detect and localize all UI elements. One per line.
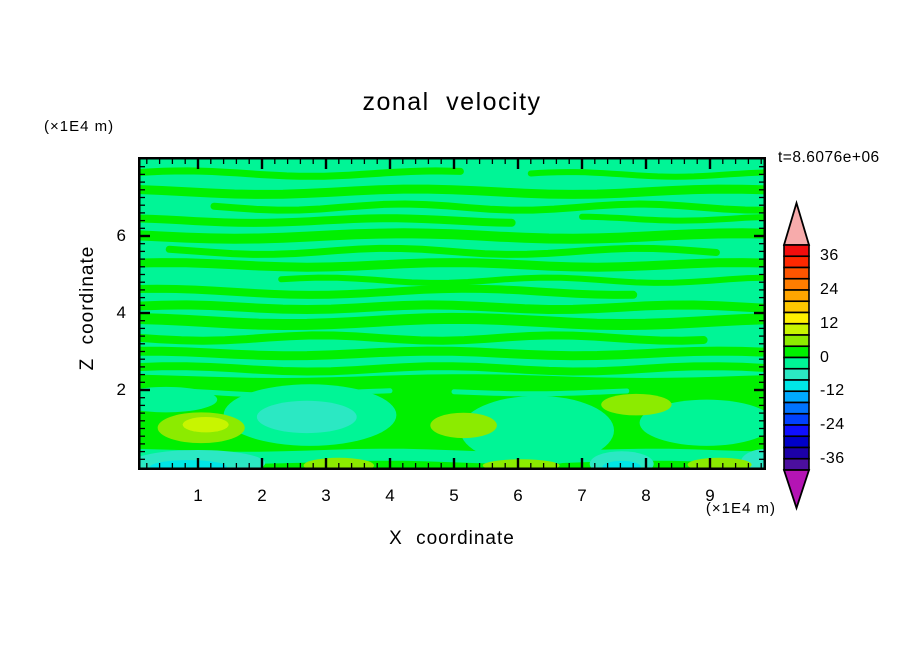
x-tick-label: 8 xyxy=(641,486,651,505)
x-axis-unit-label: (×1E4 m) xyxy=(705,500,776,517)
x-tick-label: 9 xyxy=(705,486,715,505)
x-tick-label: 4 xyxy=(385,486,395,505)
time-stamp-label: t=8.6076e+06 xyxy=(778,149,880,166)
colorbar-tick-label: -24 xyxy=(820,416,845,433)
x-tick-label: 5 xyxy=(449,486,459,505)
z-tick-label: 6 xyxy=(116,226,126,245)
z-axis-unit-label: (×1E4 m) xyxy=(44,118,115,135)
plot-title: zonal velocity xyxy=(362,88,542,116)
z-tick-label: 2 xyxy=(116,380,126,399)
contour-plot xyxy=(138,157,766,470)
colorbar-tick-label: 0 xyxy=(820,348,830,366)
x-tick-label: 2 xyxy=(257,486,267,505)
colorbar-tick-label: 12 xyxy=(820,314,839,332)
x-tick-label: 1 xyxy=(193,486,203,505)
colorbar-tick-label: -36 xyxy=(820,449,845,467)
x-tick-label: 3 xyxy=(321,486,331,505)
x-tick-label: 6 xyxy=(513,486,523,505)
colorbar xyxy=(782,199,811,511)
colorbar-tick-label: 24 xyxy=(820,281,839,298)
colorbar-tick-label: 36 xyxy=(820,247,839,265)
z-tick-label: 4 xyxy=(116,303,126,322)
colorbar-tick-label: -12 xyxy=(820,382,845,400)
x-axis-title: X coordinate xyxy=(389,528,515,549)
x-tick-label: 7 xyxy=(577,486,587,505)
